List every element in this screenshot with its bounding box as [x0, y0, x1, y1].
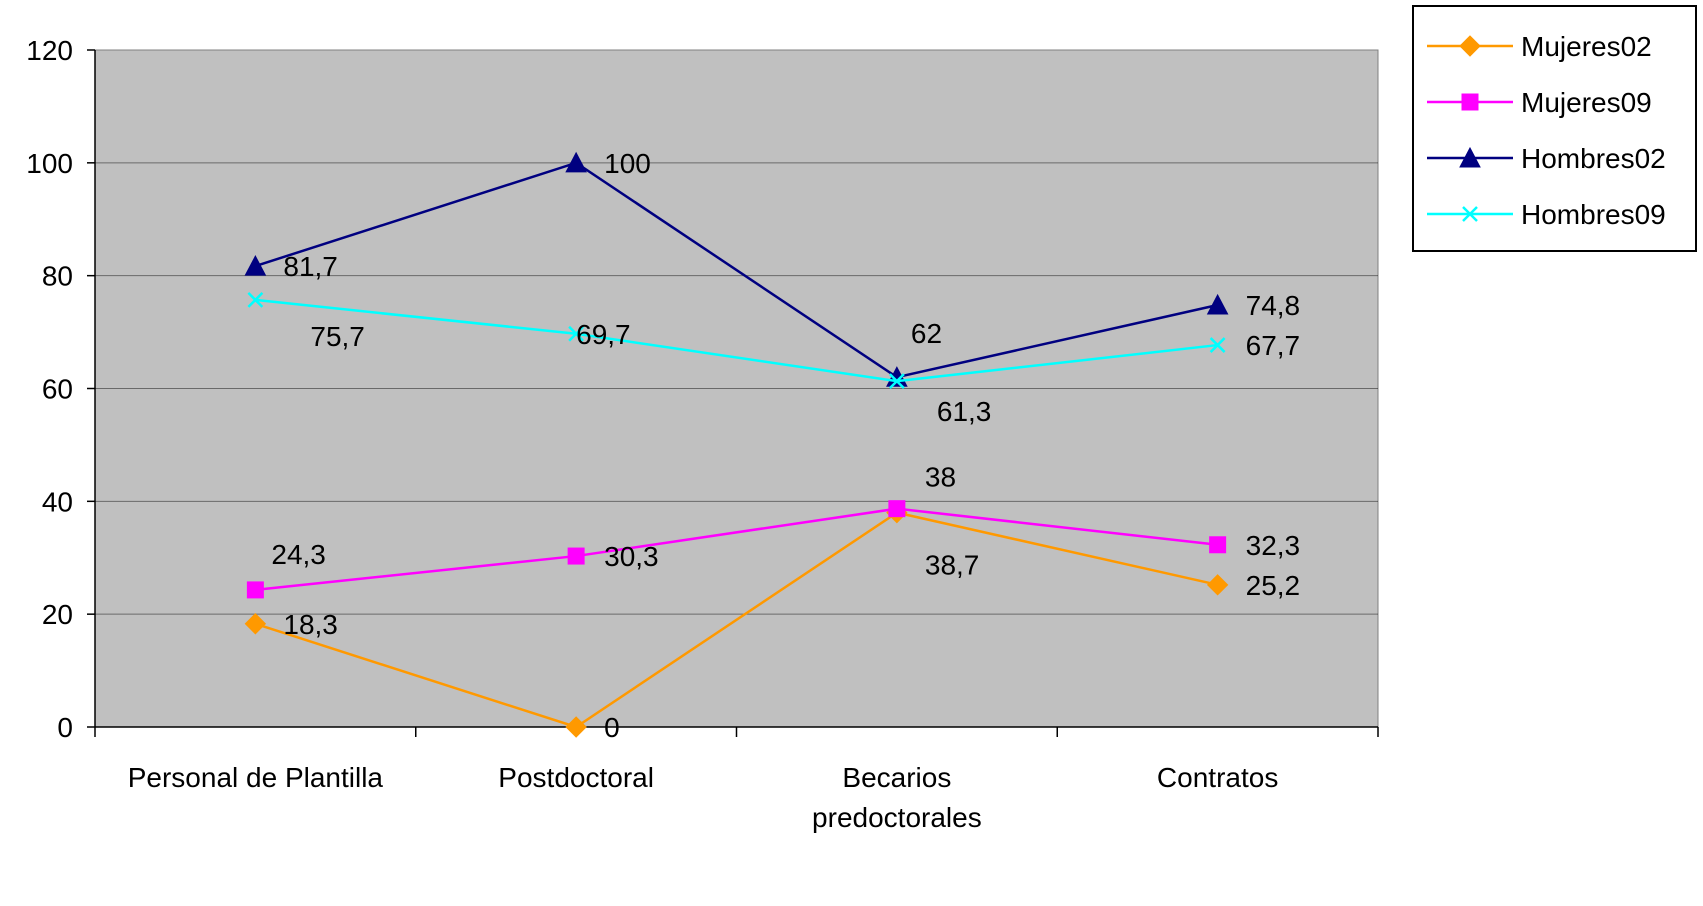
- series-line-hombres09: [255, 298, 1218, 383]
- data-point-hombres02: [1206, 293, 1229, 315]
- data-point-mujeres02: [565, 716, 587, 738]
- x-category-label: Personal de Plantilla: [128, 762, 384, 793]
- y-tick-label: 100: [26, 148, 73, 179]
- data-label-hombres09: 69,7: [576, 319, 631, 350]
- data-label-hombres09: 67,7: [1246, 330, 1301, 361]
- y-tick-label: 40: [42, 486, 73, 517]
- legend: Mujeres02 Mujeres09 Hombres02 Hombres09: [1412, 5, 1697, 252]
- data-label-mujeres09: 38,7: [925, 550, 980, 581]
- data-label-hombres09: 61,3: [937, 396, 992, 427]
- data-point-mujeres09: [567, 547, 585, 565]
- plot-background: [94, 49, 1379, 728]
- y-tick-label: 0: [57, 712, 73, 743]
- data-point-hombres09: [888, 373, 905, 390]
- data-label-mujeres02: 25,2: [1246, 570, 1301, 601]
- data-point-mujeres09: [1209, 536, 1227, 554]
- y-tick-label: 80: [42, 261, 73, 292]
- x-category-label: Contratos: [1157, 762, 1278, 793]
- x-category-label: Becarios predoctorales: [812, 762, 982, 833]
- data-labels: 18,3 0 38 25,2 24,3 30,3 38,7 32,3 81,7 100 62 74,8…: [271, 148, 1300, 743]
- data-label-mujeres02: 38: [925, 462, 956, 493]
- legend-label: Mujeres02: [1521, 31, 1652, 62]
- legend-marker: [1461, 93, 1479, 111]
- data-label-hombres02: 81,7: [283, 251, 338, 282]
- data-point-mujeres02: [1206, 574, 1229, 596]
- y-tick-label: 120: [26, 35, 73, 66]
- data-point-mujeres02: [244, 613, 267, 635]
- y-tick-label: 20: [42, 599, 73, 630]
- series-line-mujeres09: [255, 507, 1218, 592]
- series-lines: [244, 151, 1229, 738]
- data-point-hombres09: [247, 292, 264, 308]
- data-point-hombres02: [565, 151, 587, 173]
- plot-area: [94, 49, 1379, 728]
- legend-marker: [1459, 35, 1481, 57]
- legend-marker: [1462, 206, 1478, 222]
- legend-label: Hombres02: [1521, 143, 1666, 174]
- data-label-hombres02: 100: [604, 148, 651, 179]
- legend-item-hombres09: Hombres09: [1427, 199, 1666, 230]
- data-label-mujeres02: 0: [604, 712, 620, 743]
- legend-marker: [1459, 146, 1481, 168]
- data-label-hombres02: 74,8: [1246, 290, 1301, 321]
- series-line-mujeres02: [254, 511, 1218, 729]
- legend-item-mujeres09: Mujeres09: [1427, 87, 1652, 118]
- legend-label: Hombres09: [1521, 199, 1666, 230]
- data-point-mujeres09: [888, 500, 906, 518]
- data-label-mujeres09: 30,3: [604, 541, 659, 572]
- data-label-mujeres09: 32,3: [1246, 530, 1301, 561]
- legend-item-mujeres02: Mujeres02: [1427, 31, 1652, 62]
- data-point-hombres02: [244, 255, 267, 276]
- data-label-mujeres09: 24,3: [271, 539, 326, 570]
- data-point-hombres09: [1209, 337, 1226, 353]
- legend-item-hombres02: Hombres02: [1427, 143, 1666, 174]
- data-label-mujeres02: 18,3: [283, 609, 338, 640]
- data-point-mujeres09: [246, 581, 264, 599]
- axes: 0 20 40 60 80 100 120 Personal de Plantilla Post…: [26, 35, 1379, 833]
- series-line-hombres02: [254, 161, 1218, 379]
- x-category-label: Postdoctoral: [498, 762, 654, 793]
- y-tick-label: 60: [42, 374, 73, 405]
- data-label-hombres09: 75,7: [310, 321, 365, 352]
- legend-label: Mujeres09: [1521, 87, 1652, 118]
- data-point-hombres09: [568, 325, 585, 342]
- data-label-hombres02: 62: [911, 318, 942, 349]
